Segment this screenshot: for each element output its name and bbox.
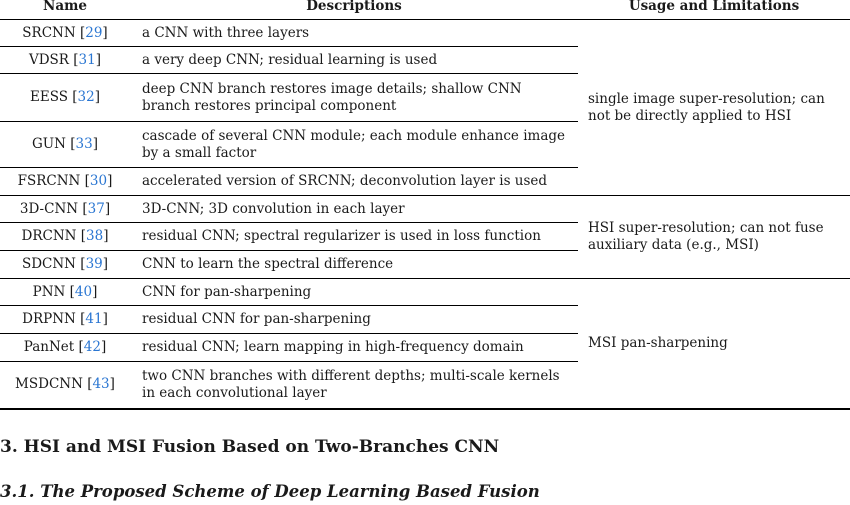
citation-link[interactable]: 37	[87, 200, 105, 217]
method-name: 3D-CNN	[19, 200, 79, 217]
description-cell: CNN to learn the spectral difference	[130, 250, 578, 279]
table-header-row: Name Descriptions Usage and Limitations	[0, 0, 850, 20]
cnn-methods-table: Name Descriptions Usage and Limitations …	[0, 0, 850, 410]
usage-cell: single image super-resolution; can not b…	[578, 19, 850, 196]
description-cell: a CNN with three layers	[130, 19, 578, 47]
citation-link[interactable]: 32	[77, 89, 95, 105]
description-cell: accelerated version of SRCNN; deconvolut…	[130, 167, 578, 196]
method-name-cell: 3D-CNN [37]	[0, 195, 130, 223]
method-name-cell: MSDCNN [43]	[0, 361, 130, 410]
method-name-cell: FSRCNN [30]	[0, 167, 130, 196]
table-row: PNN [40] CNN for pan-sharpening MSI pan-…	[0, 278, 850, 410]
table-row: PanNet [42] residual CNN; learn mapping …	[0, 333, 850, 362]
method-name-cell: EESS [32]	[0, 73, 130, 122]
citation-link[interactable]: 39	[85, 256, 103, 272]
citation-link[interactable]: 38	[86, 228, 104, 244]
description-cell: deep CNN branch restores image details; …	[130, 73, 578, 122]
description-cell: 3D-CNN; 3D convolution in each layer	[130, 195, 578, 223]
table-row: VDSR [31] a very deep CNN; residual lear…	[0, 46, 850, 74]
description-cell: residual CNN; learn mapping in high-freq…	[130, 333, 578, 362]
method-name-cell: SRCNN [29]	[0, 19, 130, 47]
method-name: VDSR	[28, 51, 69, 68]
table-row: MSDCNN [43] two CNN branches with differ…	[0, 361, 850, 410]
citation-link[interactable]: 33	[75, 136, 93, 152]
table-row: SRCNN [29] a CNN with three layers singl…	[0, 19, 850, 196]
method-name-cell: GUN [33]	[0, 121, 130, 168]
header-descriptions: Descriptions	[130, 0, 578, 20]
table-row: EESS [32] deep CNN branch restores image…	[0, 73, 850, 122]
header-usage: Usage and Limitations	[578, 0, 850, 20]
citation-link[interactable]: 31	[78, 51, 96, 68]
citation-link[interactable]: 40	[74, 283, 93, 300]
table-row: DRCNN [38] residual CNN; spectral regula…	[0, 222, 850, 251]
method-name-cell: PanNet [42]	[0, 333, 130, 362]
usage-cell: MSI pan-sharpening	[578, 278, 850, 410]
citation-link[interactable]: 43	[92, 376, 110, 393]
table-row: FSRCNN [30] accelerated version of SRCNN…	[0, 167, 850, 196]
description-cell: a very deep CNN; residual learning is us…	[130, 46, 578, 74]
method-name-cell: VDSR [31]	[0, 46, 130, 74]
table-row: 3D-CNN [37] 3D-CNN; 3D convolution in ea…	[0, 195, 850, 279]
table-row: GUN [33] cascade of several CNN module; …	[0, 121, 850, 168]
method-name-cell: PNN [40]	[0, 278, 130, 306]
citation-link[interactable]: 42	[83, 339, 101, 355]
usage-cell: HSI super-resolution; can not fuse auxil…	[578, 195, 850, 279]
table-row: DRPNN [41] residual CNN for pan-sharpeni…	[0, 305, 850, 334]
method-name: PanNet	[23, 339, 75, 355]
method-name: SRCNN	[22, 24, 76, 41]
method-name: DRPNN	[22, 311, 76, 327]
method-name-cell: SDCNN [39]	[0, 250, 130, 279]
method-name: FSRCNN	[17, 173, 81, 189]
section-heading: 3. HSI and MSI Fusion Based on Two-Branc…	[0, 437, 500, 457]
table-row: SDCNN [39] CNN to learn the spectral dif…	[0, 250, 850, 279]
method-name: GUN	[31, 136, 66, 152]
description-cell: residual CNN for pan-sharpening	[130, 305, 578, 334]
description-cell: two CNN branches with different depths; …	[130, 361, 578, 410]
description-cell: cascade of several CNN module; each modu…	[130, 121, 578, 168]
subsection-heading: 3.1. The Proposed Scheme of Deep Learnin…	[0, 482, 540, 501]
citation-link[interactable]: 29	[85, 24, 103, 41]
method-name: DRCNN	[21, 228, 77, 244]
method-name: MSDCNN	[15, 376, 83, 393]
method-name: SDCNN	[21, 256, 76, 272]
description-cell: CNN for pan-sharpening	[130, 278, 578, 306]
method-name-cell: DRCNN [38]	[0, 222, 130, 251]
description-cell: residual CNN; spectral regularizer is us…	[130, 222, 578, 251]
citation-link[interactable]: 41	[85, 311, 103, 327]
method-name-cell: DRPNN [41]	[0, 305, 130, 334]
citation-link[interactable]: 30	[89, 173, 108, 189]
header-name: Name	[0, 0, 130, 20]
method-name: EESS	[30, 89, 68, 105]
method-name: PNN	[32, 283, 66, 300]
